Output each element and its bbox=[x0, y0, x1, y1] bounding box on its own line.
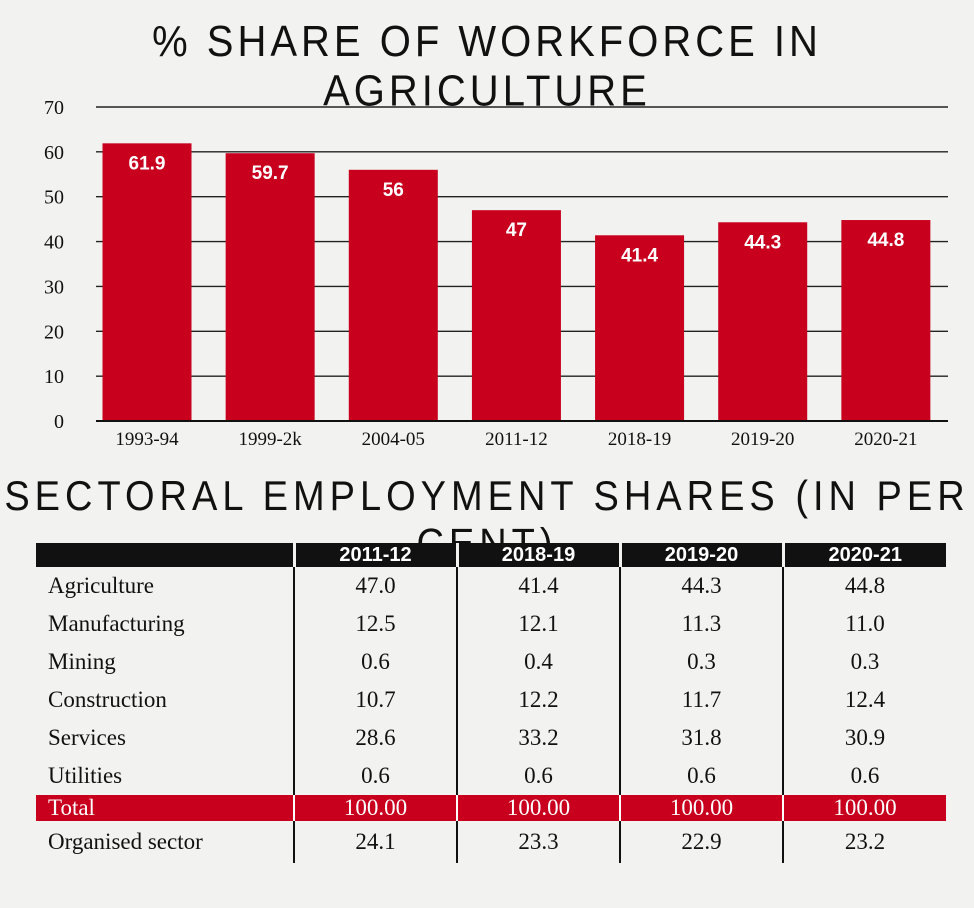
bar bbox=[348, 169, 438, 421]
row-label: Services bbox=[48, 725, 126, 750]
table-cell: 47.0 bbox=[293, 567, 457, 605]
organised-sector-row: Organised sector 24.1 23.3 22.9 23.2 bbox=[36, 821, 946, 863]
data-label: 44.8 bbox=[867, 230, 904, 251]
row-label: Utilities bbox=[48, 763, 123, 788]
bar bbox=[718, 222, 808, 421]
table-cell: 100.00 bbox=[293, 795, 457, 821]
table-cell: 0.6 bbox=[293, 643, 457, 681]
table-cell: 24.1 bbox=[293, 821, 457, 863]
table-cell: 0.3 bbox=[782, 643, 946, 681]
table-cell: 11.3 bbox=[619, 605, 783, 643]
x-tick-label: 2011-12 bbox=[485, 429, 548, 450]
table-cell: 0.6 bbox=[782, 757, 946, 795]
table-cell: 44.3 bbox=[619, 567, 783, 605]
table-cell: 0.6 bbox=[619, 757, 783, 795]
bar bbox=[471, 210, 561, 421]
y-tick-label: 30 bbox=[44, 276, 64, 298]
bar bbox=[102, 143, 192, 421]
bar-chart: 0 10 20 30 40 50 60 70 61.9 1993-94 59.7 1999-2k 56 2… bbox=[44, 97, 948, 450]
data-label: 61.9 bbox=[129, 153, 166, 174]
table-cell: 0.3 bbox=[619, 643, 783, 681]
column-header: 2011-12 bbox=[292, 543, 457, 567]
table-cell: 44.8 bbox=[782, 567, 946, 605]
table-cell: 23.2 bbox=[782, 821, 946, 863]
table-cell: 11.7 bbox=[619, 681, 783, 719]
table-cell: 12.4 bbox=[782, 681, 946, 719]
row-label: Construction bbox=[48, 687, 167, 712]
sectoral-employment-table: 2011-12 2018-19 2019-20 2020-21 Agricult… bbox=[36, 543, 946, 863]
table-cell: 11.0 bbox=[782, 605, 946, 643]
data-label: 41.4 bbox=[621, 245, 658, 266]
table-cell: 12.1 bbox=[456, 605, 620, 643]
table-cell: 41.4 bbox=[456, 567, 620, 605]
y-tick-label: 20 bbox=[44, 321, 64, 343]
table-cell: 22.9 bbox=[619, 821, 783, 863]
table-row: Construction 10.7 12.2 11.7 12.4 bbox=[36, 681, 946, 719]
column-header: 2019-20 bbox=[618, 543, 783, 567]
bar bbox=[595, 235, 685, 421]
column-header: 2020-21 bbox=[781, 543, 946, 567]
table-cell: 33.2 bbox=[456, 719, 620, 757]
table-cell: 0.6 bbox=[293, 757, 457, 795]
data-label: 44.3 bbox=[744, 232, 781, 253]
table-row: Agriculture 47.0 41.4 44.3 44.8 bbox=[36, 567, 946, 605]
column-header: 2018-19 bbox=[455, 543, 620, 567]
row-label: Manufacturing bbox=[48, 611, 185, 636]
row-label: Organised sector bbox=[48, 829, 203, 854]
table-cell: 100.00 bbox=[619, 795, 783, 821]
total-row: Total 100.00 100.00 100.00 100.00 bbox=[36, 795, 946, 821]
table-cell: 31.8 bbox=[619, 719, 783, 757]
y-tick-label: 60 bbox=[44, 142, 64, 164]
x-tick-label: 2019-20 bbox=[731, 429, 794, 450]
table-row: Services 28.6 33.2 31.8 30.9 bbox=[36, 719, 946, 757]
row-label: Agriculture bbox=[48, 573, 155, 598]
y-tick-label: 10 bbox=[44, 366, 64, 388]
x-tick-label: 2018-19 bbox=[608, 429, 671, 450]
table-row: Manufacturing 12.5 12.1 11.3 11.0 bbox=[36, 605, 946, 643]
chart-title: % SHARE OF WORKFORCE IN AGRICULTURE bbox=[152, 17, 822, 116]
bar bbox=[841, 220, 931, 421]
y-tick-label: 40 bbox=[44, 232, 64, 254]
table-row: Mining 0.6 0.4 0.3 0.3 bbox=[36, 643, 946, 681]
x-tick-label: 2020-21 bbox=[854, 429, 917, 450]
data-label: 59.7 bbox=[252, 163, 289, 184]
row-label: Mining bbox=[48, 649, 116, 674]
table-cell: 100.00 bbox=[782, 795, 946, 821]
table-row: Utilities 0.6 0.6 0.6 0.6 bbox=[36, 757, 946, 795]
x-tick-label: 1999-2k bbox=[238, 429, 302, 450]
x-tick-label: 2004-05 bbox=[362, 429, 425, 450]
row-label: Total bbox=[36, 795, 294, 821]
table-cell: 10.7 bbox=[293, 681, 457, 719]
table-cell: 28.6 bbox=[293, 719, 457, 757]
table-cell: 0.4 bbox=[456, 643, 620, 681]
y-tick-label: 70 bbox=[44, 97, 64, 119]
x-tick-label: 1993-94 bbox=[115, 429, 179, 450]
table-cell: 12.5 bbox=[293, 605, 457, 643]
data-label: 56 bbox=[383, 180, 404, 201]
table-cell: 23.3 bbox=[456, 821, 620, 863]
bar bbox=[225, 153, 315, 421]
y-tick-label: 0 bbox=[54, 411, 64, 433]
table-header-row: 2011-12 2018-19 2019-20 2020-21 bbox=[36, 543, 946, 567]
table-cell: 12.2 bbox=[456, 681, 620, 719]
y-tick-label: 50 bbox=[44, 187, 64, 209]
table-cell: 30.9 bbox=[782, 719, 946, 757]
header-blank-cell bbox=[36, 543, 294, 567]
table-cell: 0.6 bbox=[456, 757, 620, 795]
table-cell: 100.00 bbox=[456, 795, 620, 821]
data-label: 47 bbox=[506, 220, 527, 241]
